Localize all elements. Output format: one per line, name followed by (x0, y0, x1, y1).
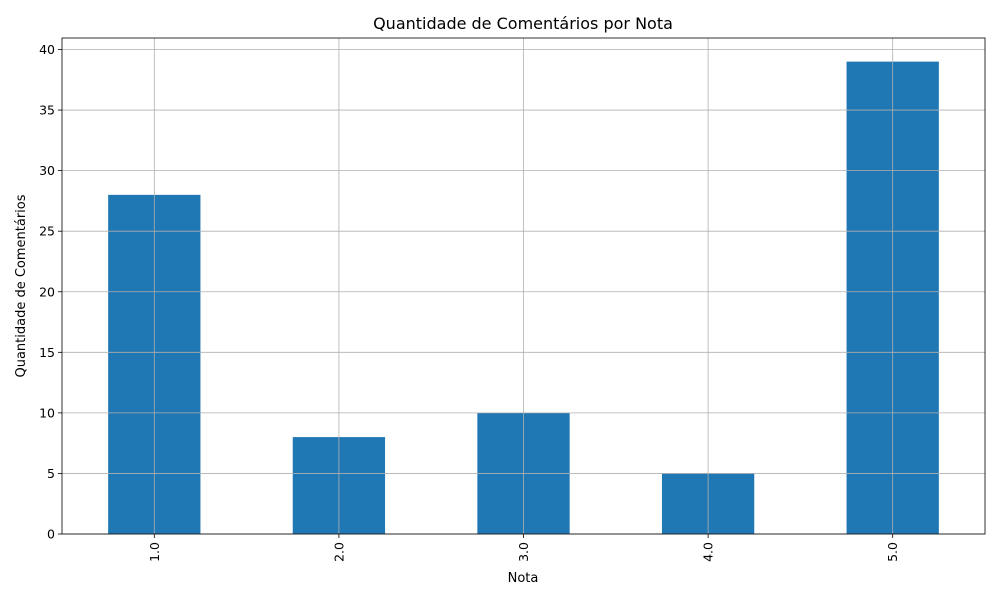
y-tick-label: 10 (39, 405, 55, 420)
y-axis-label: Quantidade de Comentários (14, 194, 29, 377)
x-tick-label: 1.0 (147, 542, 162, 562)
x-tick-label: 2.0 (331, 542, 346, 562)
x-tick-label: 4.0 (701, 542, 716, 562)
x-tick-label: 3.0 (516, 542, 531, 562)
x-axis-label: Nota (508, 571, 539, 586)
y-tick-label: 30 (39, 163, 55, 178)
gridlines (62, 38, 985, 535)
y-tick-label: 40 (39, 42, 55, 57)
axis-ticks: 0 5 10 15 20 25 30 35 40 1.0 2.0 3.0 4.0 5.0 (39, 42, 900, 562)
y-tick-label: 15 (39, 345, 55, 360)
plot-area: 0 5 10 15 20 25 30 35 40 1.0 2.0 3.0 4.0 5.0 (39, 37, 986, 562)
x-tick-label: 5.0 (885, 542, 900, 562)
y-tick-label: 20 (39, 284, 55, 299)
chart-title: Quantidade de Comentários por Nota (373, 14, 673, 33)
y-tick-label: 5 (47, 466, 55, 481)
y-tick-label: 25 (39, 224, 55, 239)
y-tick-label: 35 (39, 103, 55, 118)
y-tick-label: 0 (47, 527, 55, 542)
